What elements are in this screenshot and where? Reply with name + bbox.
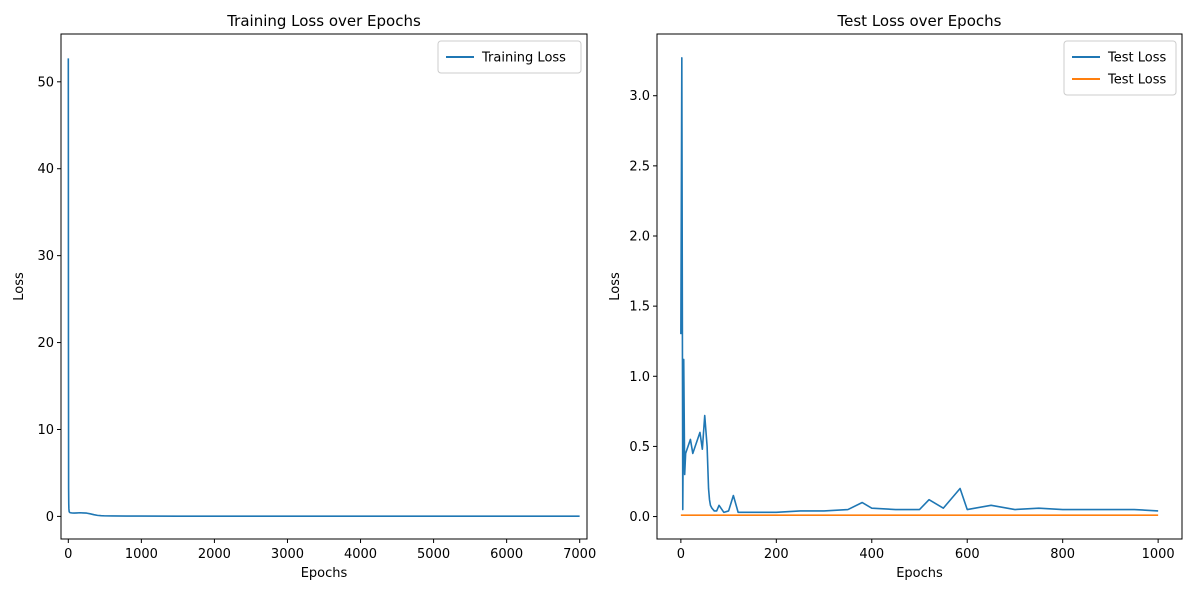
- x-tick-label: 4000: [344, 547, 377, 562]
- x-tick-label: 1000: [1142, 547, 1175, 562]
- legend-label: Test Loss: [1107, 51, 1166, 66]
- series-line-0: [67, 58, 580, 517]
- y-axis-label: Loss: [608, 272, 623, 301]
- legend: Training Loss: [437, 40, 582, 74]
- chart-title: Test Loss over Epochs: [837, 12, 1002, 30]
- x-tick-label: 3000: [271, 547, 304, 562]
- y-tick-label: 3.0: [629, 89, 650, 104]
- legend-box: [437, 40, 582, 74]
- x-axis-label: Epochs: [301, 566, 348, 581]
- x-tick-label: 200: [764, 547, 789, 562]
- plot-frame: [60, 33, 588, 540]
- y-tick-label: 2.0: [629, 230, 650, 245]
- y-tick-label: 20: [37, 336, 54, 351]
- y-tick-label: 0.5: [629, 440, 650, 455]
- series-line-0: [680, 57, 1159, 514]
- legend: Test Loss Test Loss: [1063, 40, 1177, 96]
- x-tick-label: 2000: [198, 547, 231, 562]
- x-tick-label: 800: [1050, 547, 1075, 562]
- legend-box: [1063, 40, 1177, 96]
- y-tick-label: 10: [37, 423, 54, 438]
- y-tick-label: 40: [37, 162, 54, 177]
- x-tick-label: 6000: [490, 547, 523, 562]
- x-tick-label: 1000: [125, 547, 158, 562]
- y-tick-label: 1.5: [629, 300, 650, 315]
- chart-0: 0 1000 2000 3000 4000 5000 6000 7000 0 10 20 30 40 50…: [12, 12, 596, 581]
- y-tick-label: 0.0: [629, 510, 650, 525]
- y-axis-label: Loss: [12, 272, 27, 301]
- x-axis-label: Epochs: [896, 566, 943, 581]
- x-tick-label: 0: [64, 547, 72, 562]
- legend-label: Test Loss: [1107, 73, 1166, 88]
- y-tick-label: 2.5: [629, 159, 650, 174]
- y-tick-label: 30: [37, 249, 54, 264]
- y-tick-label: 50: [37, 75, 54, 90]
- x-tick-label: 400: [859, 547, 884, 562]
- chart-title: Training Loss over Epochs: [226, 12, 421, 30]
- y-tick-label: 0: [46, 510, 54, 525]
- x-tick-label: 5000: [417, 547, 450, 562]
- plot-frame: [656, 33, 1183, 540]
- x-tick-label: 600: [955, 547, 980, 562]
- chart-1: 0 200 400 600 800 1000 0.0 0.5 1.0 1.5 2.0 2.5 3.0 Te…: [608, 12, 1183, 581]
- x-tick-label: 7000: [563, 547, 596, 562]
- legend-label: Training Loss: [481, 51, 566, 66]
- y-tick-label: 1.0: [629, 370, 650, 385]
- x-tick-label: 0: [677, 547, 685, 562]
